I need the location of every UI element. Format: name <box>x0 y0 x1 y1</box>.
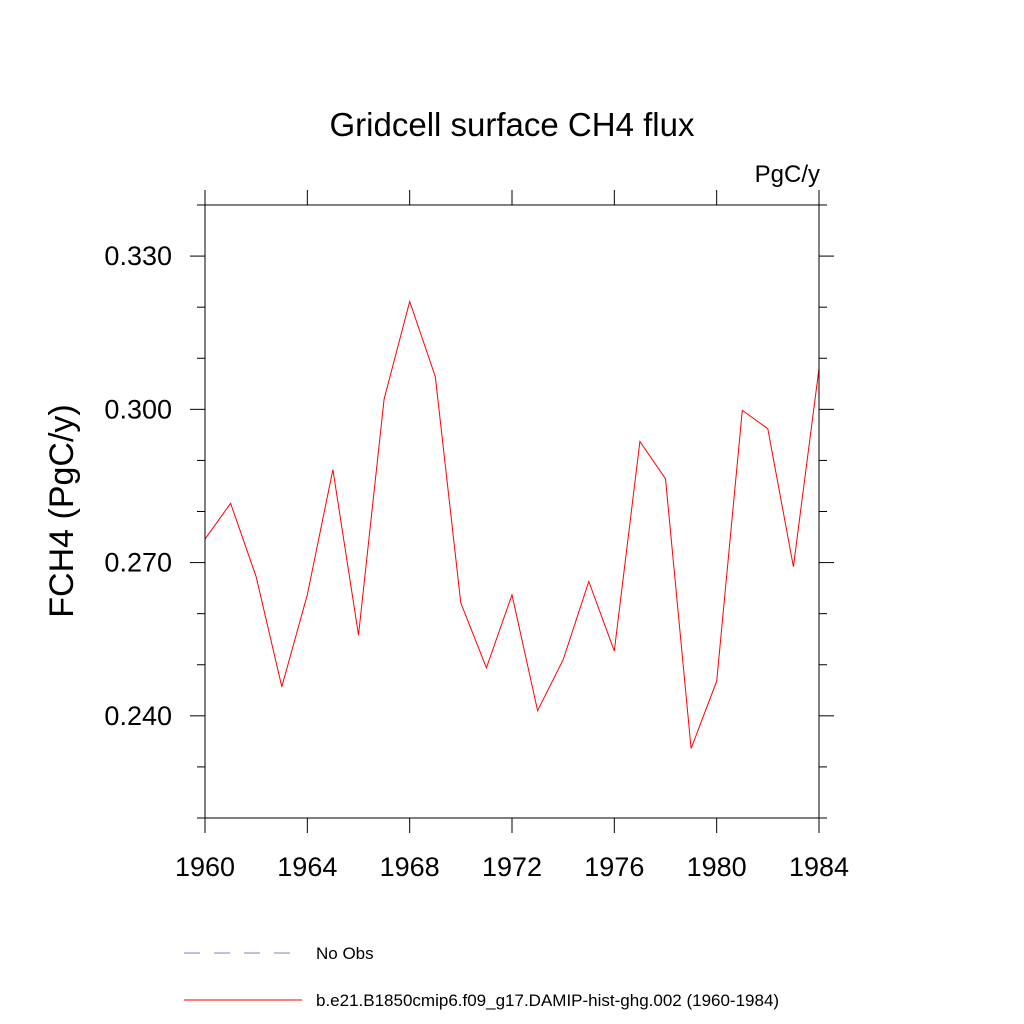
x-tick-label: 1960 <box>175 852 235 882</box>
y-axis-label: FCH4 (PgC/y) <box>43 404 81 617</box>
legend: No Obs b.e21.B1850cmip6.f09_g17.DAMIP-his… <box>184 944 779 1010</box>
x-tick-label: 1976 <box>584 852 644 882</box>
x-tick-label: 1968 <box>380 852 440 882</box>
series-group <box>204 299 820 749</box>
y-tick-label: 0.270 <box>104 548 172 578</box>
units-label: PgC/y <box>755 161 820 188</box>
plot-frame <box>204 204 820 819</box>
legend-label: No Obs <box>316 944 374 963</box>
legend-label: b.e21.B1850cmip6.f09_g17.DAMIP-hist-ghg.… <box>316 991 779 1010</box>
y-tick-label: 0.240 <box>104 701 172 731</box>
series-line <box>204 299 820 749</box>
x-tick-label: 1984 <box>789 852 849 882</box>
y-tick-label: 0.300 <box>104 394 172 424</box>
x-tick-label: 1980 <box>687 852 747 882</box>
x-tick-label: 1964 <box>277 852 337 882</box>
axis-tick-labels: 1960 1964 1968 1972 1976 1980 1984 0.240 0.270 0.… <box>104 241 849 882</box>
chart-title: Gridcell surface CH4 flux <box>330 106 695 143</box>
axis-ticks <box>190 190 834 833</box>
x-tick-label: 1972 <box>482 852 542 882</box>
y-tick-label: 0.330 <box>104 241 172 271</box>
